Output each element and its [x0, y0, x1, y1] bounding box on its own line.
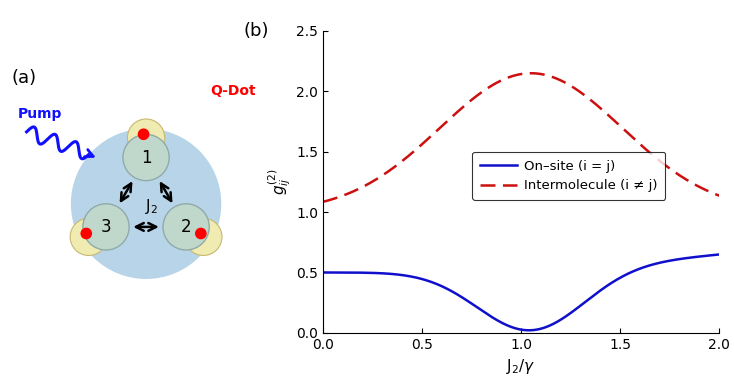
- Circle shape: [72, 129, 221, 278]
- Circle shape: [139, 129, 149, 139]
- On–site (i = j): [534, 327, 542, 332]
- Text: (b): (b): [244, 22, 269, 40]
- Intermolecule (i ≠ j): [534, 71, 542, 76]
- Intermolecule (i ≠ j): [715, 194, 724, 198]
- On–site (i = j): [644, 264, 653, 268]
- On–site (i = j): [555, 318, 564, 323]
- Line: On–site (i = j): On–site (i = j): [323, 255, 719, 330]
- Circle shape: [185, 218, 222, 255]
- Circle shape: [83, 204, 129, 250]
- Intermolecule (i ≠ j): [506, 74, 515, 79]
- On–site (i = j): [715, 252, 724, 257]
- Line: Intermolecule (i ≠ j): Intermolecule (i ≠ j): [323, 73, 719, 202]
- Text: J$_2$: J$_2$: [145, 197, 158, 216]
- On–site (i = j): [506, 325, 515, 329]
- On–site (i = j): [509, 325, 518, 330]
- Intermolecule (i ≠ j): [644, 149, 653, 154]
- Intermolecule (i ≠ j): [527, 71, 536, 75]
- Legend: On–site (i = j), Intermolecule (i ≠ j): On–site (i = j), Intermolecule (i ≠ j): [472, 152, 665, 200]
- On–site (i = j): [319, 270, 327, 275]
- Intermolecule (i ≠ j): [509, 74, 518, 78]
- Intermolecule (i ≠ j): [555, 77, 564, 82]
- Circle shape: [70, 218, 107, 255]
- Intermolecule (i ≠ j): [319, 200, 327, 204]
- Circle shape: [123, 134, 170, 181]
- On–site (i = j): [706, 253, 715, 258]
- Text: 1: 1: [141, 149, 151, 166]
- On–site (i = j): [524, 328, 533, 332]
- Intermolecule (i ≠ j): [706, 190, 715, 195]
- Text: 2: 2: [181, 218, 192, 236]
- Circle shape: [196, 228, 206, 239]
- X-axis label: J$_2$/$\gamma$: J$_2$/$\gamma$: [506, 357, 536, 376]
- Circle shape: [128, 119, 164, 156]
- Text: 3: 3: [101, 218, 112, 236]
- Text: Q-Dot: Q-Dot: [211, 84, 256, 98]
- Circle shape: [81, 228, 92, 239]
- Text: (a): (a): [11, 69, 36, 87]
- Y-axis label: $g^{(2)}_{ij}$: $g^{(2)}_{ij}$: [266, 169, 294, 195]
- Text: Pump: Pump: [18, 107, 62, 121]
- Circle shape: [163, 204, 209, 250]
